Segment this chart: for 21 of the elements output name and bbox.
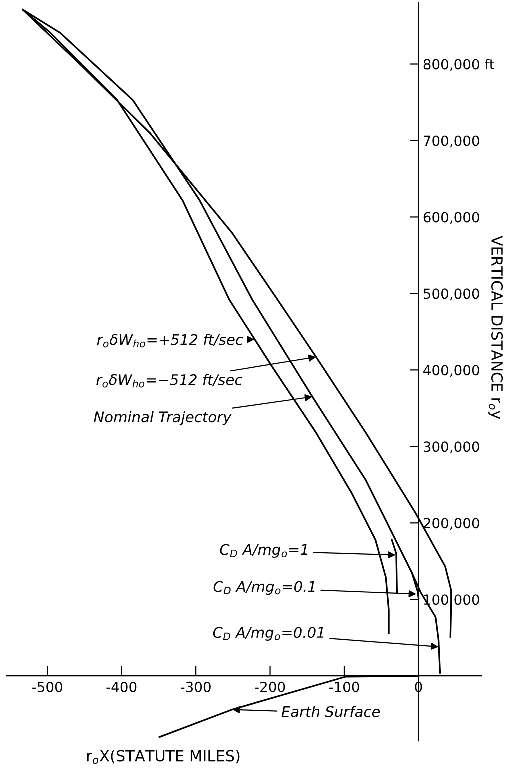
x-tick-label: -500 bbox=[32, 682, 62, 692]
annotation: Earth Surface bbox=[282, 706, 380, 718]
annotation: C$_{D}$ A/mg$_{o}$=1 bbox=[220, 544, 308, 558]
y-axis-title: VERTICAL DISTANCE r$_{o}$y bbox=[488, 236, 504, 420]
x-tick-label: -300 bbox=[180, 682, 211, 692]
y-tick-label: 800,000 ft bbox=[424, 58, 494, 72]
x-axis-title: r$_{o}$X(STATUTE MILES) bbox=[87, 750, 240, 764]
annotation: r$_{o}$δW$_{ho}$=−512 ft/sec bbox=[96, 374, 243, 388]
x-tick-label: -400 bbox=[106, 682, 137, 692]
annotation: C$_{D}$ A/mg$_{o}$=0.01 bbox=[213, 627, 324, 641]
y-tick-label: 700,000 bbox=[424, 136, 480, 148]
annotation: Nominal Trajectory bbox=[94, 411, 232, 426]
annotation: r$_{o}$δW$_{ho}$=+512 ft/sec bbox=[97, 334, 244, 348]
y-tick-label: 500,000 bbox=[424, 288, 480, 301]
x-tick-label: -100 bbox=[329, 682, 360, 692]
annotation: C$_{D}$ A/mg$_{o}$=0.1 bbox=[214, 581, 315, 596]
y-tick-label: 300,000 bbox=[424, 442, 480, 454]
y-tick-label: 400,000 bbox=[424, 365, 480, 378]
y-tick-label: 200,000 bbox=[424, 518, 480, 530]
x-tick-label: -200 bbox=[255, 682, 286, 692]
y-tick-label: 600,000 bbox=[424, 212, 480, 224]
